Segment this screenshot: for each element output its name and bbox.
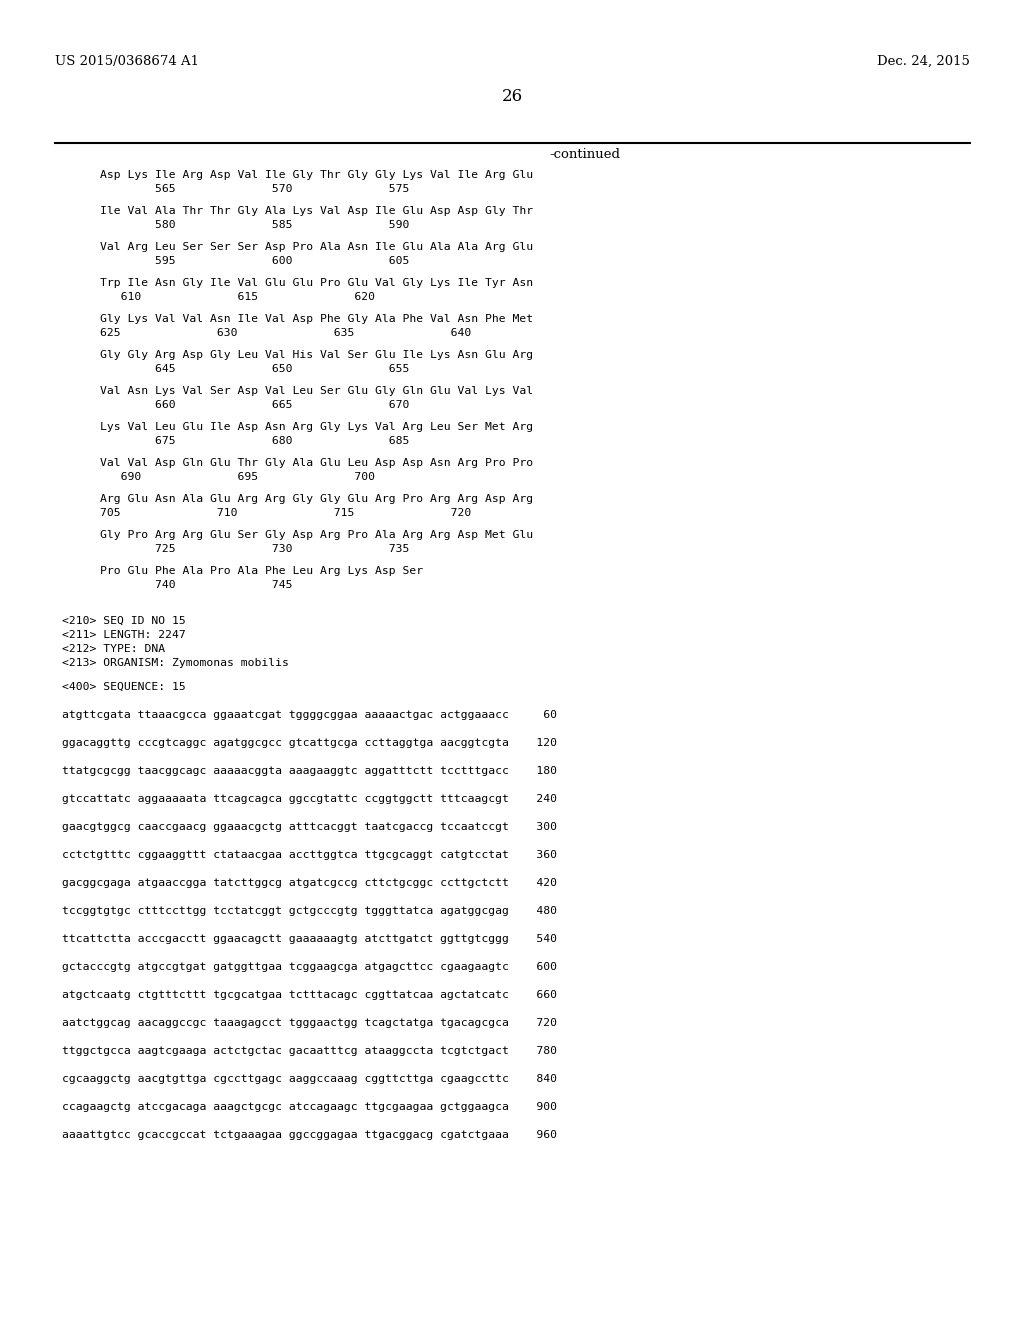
Text: Gly Lys Val Val Asn Ile Val Asp Phe Gly Ala Phe Val Asn Phe Met: Gly Lys Val Val Asn Ile Val Asp Phe Gly … bbox=[100, 314, 534, 323]
Text: 705              710              715              720: 705 710 715 720 bbox=[100, 508, 471, 517]
Text: atgctcaatg ctgtttcttt tgcgcatgaa tctttacagc cggttatcaa agctatcatc    660: atgctcaatg ctgtttcttt tgcgcatgaa tctttac… bbox=[62, 990, 557, 1001]
Text: Val Asn Lys Val Ser Asp Val Leu Ser Glu Gly Gln Glu Val Lys Val: Val Asn Lys Val Ser Asp Val Leu Ser Glu … bbox=[100, 385, 534, 396]
Text: Ile Val Ala Thr Thr Gly Ala Lys Val Asp Ile Glu Asp Asp Gly Thr: Ile Val Ala Thr Thr Gly Ala Lys Val Asp … bbox=[100, 206, 534, 216]
Text: 625              630              635              640: 625 630 635 640 bbox=[100, 327, 471, 338]
Text: 725              730              735: 725 730 735 bbox=[100, 544, 410, 554]
Text: <212> TYPE: DNA: <212> TYPE: DNA bbox=[62, 644, 165, 653]
Text: US 2015/0368674 A1: US 2015/0368674 A1 bbox=[55, 55, 199, 69]
Text: ttggctgcca aagtcgaaga actctgctac gacaatttcg ataaggccta tcgtctgact    780: ttggctgcca aagtcgaaga actctgctac gacaatt… bbox=[62, 1045, 557, 1056]
Text: 690              695              700: 690 695 700 bbox=[100, 473, 375, 482]
Text: Asp Lys Ile Arg Asp Val Ile Gly Thr Gly Gly Lys Val Ile Arg Glu: Asp Lys Ile Arg Asp Val Ile Gly Thr Gly … bbox=[100, 170, 534, 180]
Text: Lys Val Leu Glu Ile Asp Asn Arg Gly Lys Val Arg Leu Ser Met Arg: Lys Val Leu Glu Ile Asp Asn Arg Gly Lys … bbox=[100, 422, 534, 432]
Text: 740              745: 740 745 bbox=[100, 579, 293, 590]
Text: 26: 26 bbox=[502, 88, 522, 106]
Text: 660              665              670: 660 665 670 bbox=[100, 400, 410, 411]
Text: aatctggcag aacaggccgc taaagagcct tgggaactgg tcagctatga tgacagcgca    720: aatctggcag aacaggccgc taaagagcct tgggaac… bbox=[62, 1018, 557, 1028]
Text: ttcattctta acccgacctt ggaacagctt gaaaaaagtg atcttgatct ggttgtcggg    540: ttcattctta acccgacctt ggaacagctt gaaaaaa… bbox=[62, 935, 557, 944]
Text: ggacaggttg cccgtcaggc agatggcgcc gtcattgcga ccttaggtga aacggtcgta    120: ggacaggttg cccgtcaggc agatggcgcc gtcattg… bbox=[62, 738, 557, 748]
Text: Dec. 24, 2015: Dec. 24, 2015 bbox=[878, 55, 970, 69]
Text: 645              650              655: 645 650 655 bbox=[100, 364, 410, 374]
Text: 580              585              590: 580 585 590 bbox=[100, 220, 410, 230]
Text: ccagaagctg atccgacaga aaagctgcgc atccagaagc ttgcgaagaa gctggaagca    900: ccagaagctg atccgacaga aaagctgcgc atccaga… bbox=[62, 1102, 557, 1111]
Text: cctctgtttc cggaaggttt ctataacgaa accttggtca ttgcgcaggt catgtcctat    360: cctctgtttc cggaaggttt ctataacgaa accttgg… bbox=[62, 850, 557, 861]
Text: ttatgcgcgg taacggcagc aaaaacggta aaagaaggtc aggatttctt tcctttgacc    180: ttatgcgcgg taacggcagc aaaaacggta aaagaag… bbox=[62, 766, 557, 776]
Text: Arg Glu Asn Ala Glu Arg Arg Gly Gly Glu Arg Pro Arg Arg Asp Arg: Arg Glu Asn Ala Glu Arg Arg Gly Gly Glu … bbox=[100, 494, 534, 504]
Text: gaacgtggcg caaccgaacg ggaaacgctg atttcacggt taatcgaccg tccaatccgt    300: gaacgtggcg caaccgaacg ggaaacgctg atttcac… bbox=[62, 822, 557, 832]
Text: Gly Gly Arg Asp Gly Leu Val His Val Ser Glu Ile Lys Asn Glu Arg: Gly Gly Arg Asp Gly Leu Val His Val Ser … bbox=[100, 350, 534, 360]
Text: 675              680              685: 675 680 685 bbox=[100, 436, 410, 446]
Text: Val Arg Leu Ser Ser Ser Asp Pro Ala Asn Ile Glu Ala Ala Arg Glu: Val Arg Leu Ser Ser Ser Asp Pro Ala Asn … bbox=[100, 242, 534, 252]
Text: <213> ORGANISM: Zymomonas mobilis: <213> ORGANISM: Zymomonas mobilis bbox=[62, 657, 289, 668]
Text: Gly Pro Arg Arg Glu Ser Gly Asp Arg Pro Ala Arg Arg Asp Met Glu: Gly Pro Arg Arg Glu Ser Gly Asp Arg Pro … bbox=[100, 531, 534, 540]
Text: atgttcgata ttaaacgcca ggaaatcgat tggggcggaa aaaaactgac actggaaacc     60: atgttcgata ttaaacgcca ggaaatcgat tggggcg… bbox=[62, 710, 557, 719]
Text: tccggtgtgc ctttccttgg tcctatcggt gctgcccgtg tgggttatca agatggcgag    480: tccggtgtgc ctttccttgg tcctatcggt gctgccc… bbox=[62, 906, 557, 916]
Text: gacggcgaga atgaaccgga tatcttggcg atgatcgccg cttctgcggc ccttgctctt    420: gacggcgaga atgaaccgga tatcttggcg atgatcg… bbox=[62, 878, 557, 888]
Text: 610              615              620: 610 615 620 bbox=[100, 292, 375, 302]
Text: <400> SEQUENCE: 15: <400> SEQUENCE: 15 bbox=[62, 682, 185, 692]
Text: gctacccgtg atgccgtgat gatggttgaa tcggaagcga atgagcttcc cgaagaagtc    600: gctacccgtg atgccgtgat gatggttgaa tcggaag… bbox=[62, 962, 557, 972]
Text: <210> SEQ ID NO 15: <210> SEQ ID NO 15 bbox=[62, 616, 185, 626]
Text: Pro Glu Phe Ala Pro Ala Phe Leu Arg Lys Asp Ser: Pro Glu Phe Ala Pro Ala Phe Leu Arg Lys … bbox=[100, 566, 423, 576]
Text: Trp Ile Asn Gly Ile Val Glu Glu Pro Glu Val Gly Lys Ile Tyr Asn: Trp Ile Asn Gly Ile Val Glu Glu Pro Glu … bbox=[100, 279, 534, 288]
Text: cgcaaggctg aacgtgttga cgccttgagc aaggccaaag cggttcttga cgaagccttc    840: cgcaaggctg aacgtgttga cgccttgagc aaggcca… bbox=[62, 1074, 557, 1084]
Text: -continued: -continued bbox=[549, 148, 620, 161]
Text: aaaattgtcc gcaccgccat tctgaaagaa ggccggagaa ttgacggacg cgatctgaaa    960: aaaattgtcc gcaccgccat tctgaaagaa ggccgga… bbox=[62, 1130, 557, 1140]
Text: Val Val Asp Gln Glu Thr Gly Ala Glu Leu Asp Asp Asn Arg Pro Pro: Val Val Asp Gln Glu Thr Gly Ala Glu Leu … bbox=[100, 458, 534, 469]
Text: 565              570              575: 565 570 575 bbox=[100, 183, 410, 194]
Text: gtccattatc aggaaaaata ttcagcagca ggccgtattc ccggtggctt tttcaagcgt    240: gtccattatc aggaaaaata ttcagcagca ggccgta… bbox=[62, 795, 557, 804]
Text: <211> LENGTH: 2247: <211> LENGTH: 2247 bbox=[62, 630, 185, 640]
Text: 595              600              605: 595 600 605 bbox=[100, 256, 410, 267]
